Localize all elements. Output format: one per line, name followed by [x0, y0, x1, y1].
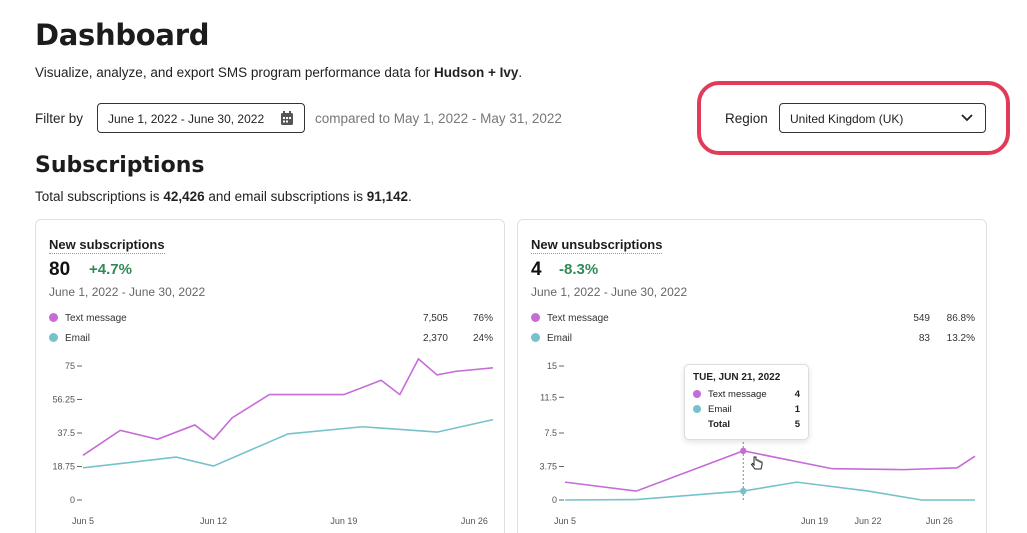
email-dot-icon — [49, 333, 58, 342]
x-tick-label: Jun 26 — [926, 516, 953, 526]
region-label: Region — [725, 111, 768, 126]
series-line-email — [82, 418, 494, 469]
calendar-icon — [281, 111, 293, 125]
section-title-subscriptions: Subscriptions — [35, 153, 205, 178]
metric-value: 4 — [531, 259, 542, 280]
page-subtitle: Visualize, analyze, and export SMS progr… — [35, 65, 523, 80]
x-tick-label: Jun 12 — [200, 516, 227, 526]
card-date-range: June 1, 2022 - June 30, 2022 — [531, 285, 688, 299]
page-title: Dashboard — [35, 18, 210, 52]
filter-label: Filter by — [35, 111, 84, 126]
chevron-down-icon — [961, 114, 973, 122]
y-tick-label: 75 — [65, 361, 75, 371]
x-tick-label: Jun 22 — [855, 516, 882, 526]
metric-value: 80 — [49, 259, 71, 280]
new-unsubscriptions-card: New unsubscriptions 4 -8.3% June 1, 2022… — [517, 219, 987, 533]
y-tick-label: 18.75 — [52, 462, 75, 472]
legend-row-text-message: Text message 549 86.8% — [531, 313, 975, 327]
new-unsubscriptions-chart[interactable]: 0 3.75 7.5 11.5 15 Jun 5 Jun 19 Jun 22 Jun 26 — [518, 355, 986, 530]
y-tick-label: 3.75 — [539, 462, 557, 472]
tooltip-date: TUE, JUN 21, 2022 — [693, 372, 781, 383]
y-tick-label: 0 — [70, 495, 75, 505]
series-line-email — [564, 481, 975, 501]
x-tick-label: Jun 19 — [330, 516, 357, 526]
x-tick-label: Jun 26 — [461, 516, 488, 526]
hover-point-email — [740, 487, 747, 495]
metric-change: -8.3% — [559, 261, 599, 278]
brand-name: Hudson + Ivy — [433, 65, 519, 80]
y-tick-label: 15 — [547, 361, 557, 371]
pointer-hand-cursor-icon — [750, 456, 763, 470]
new-subscriptions-card: New subscriptions 80 +4.7% June 1, 2022 … — [35, 219, 505, 533]
legend-row-email: Email 83 13.2% — [531, 333, 975, 347]
new-subscriptions-chart[interactable]: 0 18.75 37.5 56.25 75 Jun 5 Jun 12 Jun 19 Jun 26 — [36, 355, 504, 530]
y-tick-label: 56.25 — [52, 395, 75, 405]
card-title[interactable]: New subscriptions — [49, 237, 165, 254]
subscriptions-totals: Total subscriptions is 42,426 and email … — [35, 189, 412, 204]
y-tick-label: 37.5 — [57, 428, 75, 438]
date-range-value: June 1, 2022 - June 30, 2022 — [108, 112, 265, 126]
date-range-picker[interactable]: June 1, 2022 - June 30, 2022 — [97, 103, 305, 133]
series-line-text-message — [564, 450, 976, 492]
card-title[interactable]: New unsubscriptions — [531, 237, 663, 254]
legend-row-email: Email 2,370 24% — [49, 333, 493, 347]
x-tick-label: Jun 5 — [72, 516, 94, 526]
text-message-dot-icon — [693, 390, 701, 398]
region-highlight-outline — [697, 81, 1010, 155]
text-message-dot-icon — [531, 313, 540, 322]
tooltip-row-email: Email 1 — [693, 404, 800, 419]
tooltip-row-text-message: Text message 4 — [693, 389, 800, 404]
region-selected-value: United Kingdom (UK) — [790, 112, 904, 126]
legend-row-text-message: Text message 7,505 76% — [49, 313, 493, 327]
hover-point-text-message — [740, 447, 747, 455]
email-dot-icon — [531, 333, 540, 342]
card-date-range: June 1, 2022 - June 30, 2022 — [49, 285, 206, 299]
y-tick-label: 7.5 — [544, 428, 557, 438]
y-tick-label: 0 — [552, 495, 557, 505]
y-tick-label: 11.5 — [540, 392, 557, 402]
chart-tooltip: TUE, JUN 21, 2022 Text message 4 Email 1 T… — [684, 364, 809, 440]
text-message-dot-icon — [49, 313, 58, 322]
tooltip-row-total: Total 5 — [708, 419, 800, 430]
series-line-text-message — [82, 357, 494, 456]
x-tick-label: Jun 19 — [801, 516, 828, 526]
region-select[interactable]: United Kingdom (UK) — [779, 103, 986, 133]
email-dot-icon — [693, 405, 701, 413]
comparison-range: compared to May 1, 2022 - May 31, 2022 — [315, 111, 562, 126]
x-tick-label: Jun 5 — [554, 516, 576, 526]
metric-change: +4.7% — [89, 261, 132, 278]
